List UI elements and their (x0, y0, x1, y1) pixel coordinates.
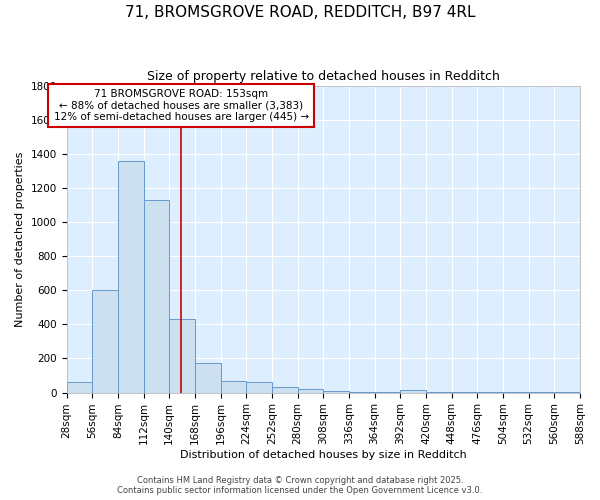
X-axis label: Distribution of detached houses by size in Redditch: Distribution of detached houses by size … (180, 450, 467, 460)
Bar (246, 382, 272, 392)
Bar (221, 380, 246, 392)
Title: Size of property relative to detached houses in Redditch: Size of property relative to detached ho… (147, 70, 500, 83)
Bar (118, 160, 143, 392)
Bar (92, 290, 118, 392)
Bar (323, 391, 349, 392)
Bar (143, 200, 169, 392)
Text: 71 BROMSGROVE ROAD: 153sqm
← 88% of detached houses are smaller (3,383)
12% of s: 71 BROMSGROVE ROAD: 153sqm ← 88% of deta… (53, 89, 309, 122)
Bar (195, 362, 221, 392)
Text: 71, BROMSGROVE ROAD, REDDITCH, B97 4RL: 71, BROMSGROVE ROAD, REDDITCH, B97 4RL (125, 5, 475, 20)
Bar (67, 382, 92, 392)
Y-axis label: Number of detached properties: Number of detached properties (15, 152, 25, 327)
Bar (272, 386, 298, 392)
Bar (298, 389, 323, 392)
Text: Contains HM Land Registry data © Crown copyright and database right 2025.
Contai: Contains HM Land Registry data © Crown c… (118, 476, 482, 495)
Bar (400, 390, 426, 392)
Bar (169, 319, 195, 392)
